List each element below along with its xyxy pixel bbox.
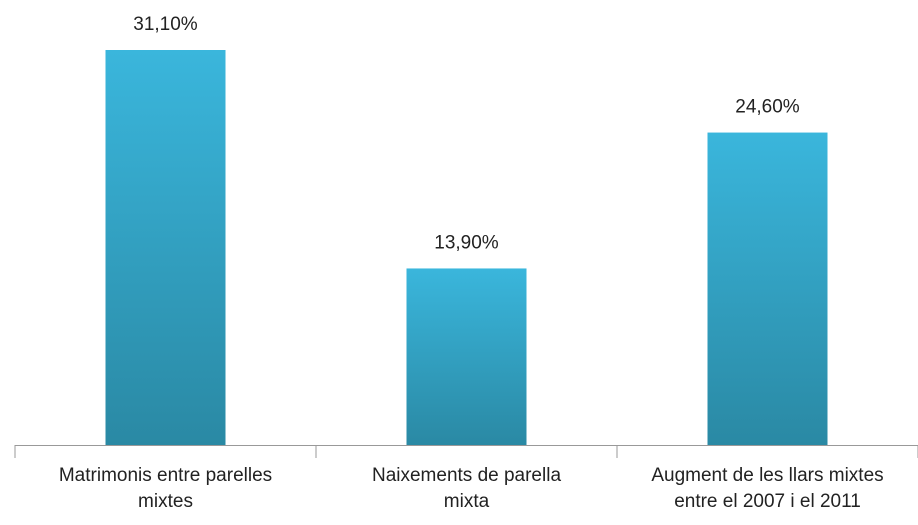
x-tick-label: Naixements de parella mixta bbox=[371, 465, 562, 512]
value-label: 24,60% bbox=[735, 97, 800, 118]
value-label: 13,90% bbox=[434, 232, 499, 253]
bar bbox=[105, 50, 226, 445]
x-tick-label: Augment de les llars mixtes entre el 200… bbox=[651, 465, 884, 512]
x-tick-label: Matrimonis entre parelles mixtes bbox=[58, 465, 273, 512]
bar bbox=[406, 268, 527, 445]
bar bbox=[707, 132, 828, 445]
value-label: 31,10% bbox=[133, 14, 198, 35]
